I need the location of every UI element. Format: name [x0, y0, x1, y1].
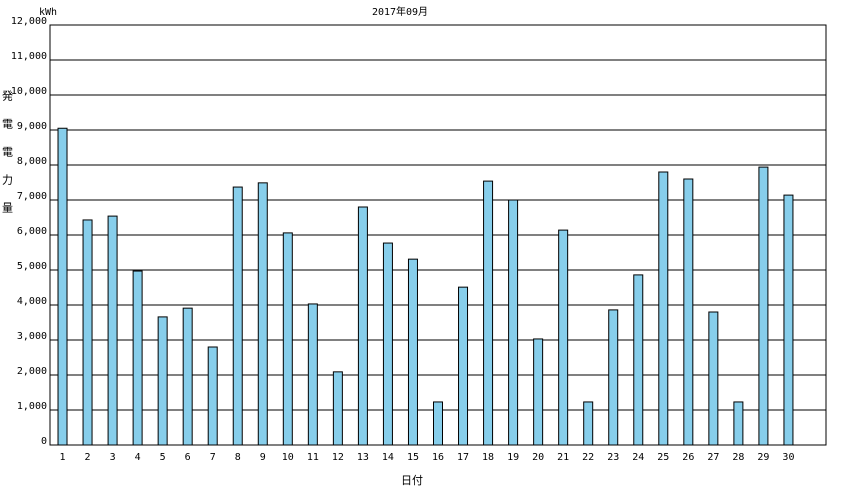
x-tick-label: 8 — [235, 452, 241, 463]
bar — [583, 401, 594, 446]
bar — [708, 311, 719, 446]
bar — [783, 194, 794, 446]
bar — [382, 242, 393, 446]
x-tick-label: 7 — [210, 452, 216, 463]
bar — [658, 171, 669, 446]
x-tick-label: 17 — [457, 452, 469, 463]
x-tick-label: 15 — [407, 452, 419, 463]
x-tick-label: 29 — [757, 452, 769, 463]
bar — [307, 303, 318, 446]
y-axis-label: 発電電力量 — [1, 89, 14, 230]
x-tick-label: 2 — [85, 452, 91, 463]
bar — [157, 316, 168, 446]
bar — [433, 401, 443, 446]
y-tick-label: 10,000 — [11, 86, 47, 97]
x-tick-label: 28 — [732, 452, 744, 463]
x-tick-label: 27 — [707, 452, 719, 463]
y-tick-label: 12,000 — [11, 16, 47, 27]
x-tick-label: 4 — [135, 452, 141, 463]
bar — [558, 229, 569, 446]
bar — [633, 274, 644, 446]
y-tick-label: 5,000 — [17, 261, 47, 272]
chart-title: 2017年09月 — [372, 5, 428, 18]
x-axis-label: 日付 — [401, 474, 423, 487]
x-tick-label: 25 — [657, 452, 669, 463]
x-tick-label: 30 — [782, 452, 794, 463]
x-tick-label: 6 — [185, 452, 191, 463]
x-tick-label: 21 — [557, 452, 569, 463]
x-tick-label: 24 — [632, 452, 644, 463]
bar — [57, 127, 68, 446]
bar — [332, 371, 343, 446]
y-tick-label: 11,000 — [11, 51, 47, 62]
x-tick-label: 3 — [110, 452, 116, 463]
x-tick-label: 16 — [432, 452, 444, 463]
bar — [508, 199, 519, 446]
x-tick-label: 23 — [607, 452, 619, 463]
x-tick-label: 13 — [357, 452, 369, 463]
x-tick-label: 10 — [282, 452, 294, 463]
x-tick-label: 18 — [482, 452, 494, 463]
bar — [207, 346, 218, 446]
x-tick-label: 22 — [582, 452, 594, 463]
bar — [107, 215, 118, 446]
x-tick-label: 12 — [332, 452, 344, 463]
y-tick-label: 6,000 — [17, 226, 47, 237]
x-tick-label: 19 — [507, 452, 519, 463]
bar — [232, 186, 243, 446]
y-tick-label: 9,000 — [17, 121, 47, 132]
unit-label: kWh — [39, 7, 57, 18]
bar — [132, 270, 143, 446]
y-tick-label: 0 — [41, 436, 47, 447]
x-tick-label: 9 — [260, 452, 266, 463]
x-tick-label: 5 — [160, 452, 166, 463]
bar — [82, 219, 93, 446]
bar — [683, 178, 694, 446]
bar — [282, 232, 293, 446]
y-tick-label: 7,000 — [17, 191, 47, 202]
bar — [533, 338, 544, 446]
bar — [733, 401, 744, 446]
x-tick-label: 26 — [682, 452, 694, 463]
bar — [357, 206, 368, 446]
bar — [483, 180, 494, 446]
x-tick-label: 1 — [60, 452, 66, 463]
bar — [182, 307, 193, 446]
x-tick-label: 14 — [382, 452, 394, 463]
bar — [407, 258, 418, 446]
x-tick-label: 20 — [532, 452, 544, 463]
y-tick-label: 8,000 — [17, 156, 47, 167]
y-tick-label: 3,000 — [17, 331, 47, 342]
y-tick-label: 1,000 — [17, 401, 47, 412]
y-tick-label: 4,000 — [17, 296, 47, 307]
bar — [608, 309, 619, 446]
bar — [257, 182, 268, 446]
bar — [458, 286, 469, 446]
y-tick-label: 2,000 — [17, 366, 47, 377]
bar — [758, 166, 769, 446]
x-tick-label: 11 — [307, 452, 319, 463]
